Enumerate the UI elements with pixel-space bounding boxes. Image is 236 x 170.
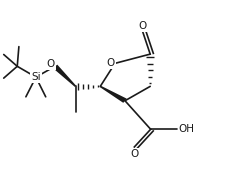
Text: Si: Si [31, 72, 41, 82]
Text: O: O [130, 149, 139, 159]
Text: O: O [47, 59, 55, 69]
Text: OH: OH [179, 124, 195, 134]
Text: O: O [107, 58, 115, 68]
Polygon shape [100, 86, 127, 103]
Text: O: O [139, 21, 147, 30]
Polygon shape [53, 65, 76, 87]
